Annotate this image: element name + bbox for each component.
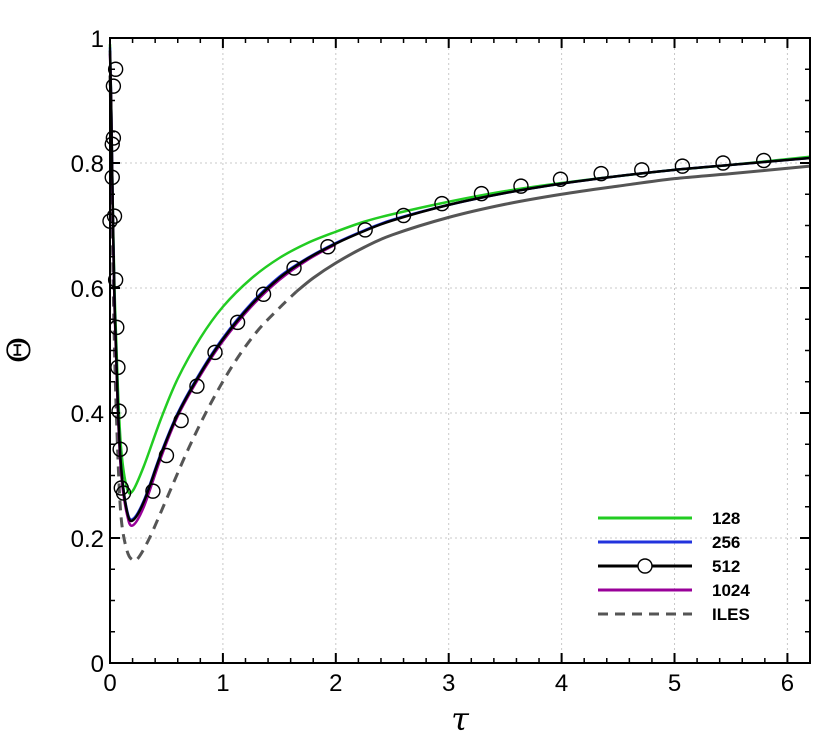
data-point [107,272,124,288]
data-point [357,222,373,238]
x-tick-label: 4 [555,670,568,697]
legend-label: 1024 [712,581,750,600]
legend-item-512: 512 [598,557,740,576]
data-point [104,136,120,152]
data-point [105,78,122,94]
data-point [158,447,175,464]
series-line [108,44,811,495]
series-128 [108,44,811,495]
y-tick-label: 0 [91,651,104,678]
data-point [756,152,772,169]
legend-item-128: 128 [598,509,740,528]
data-point [513,178,529,194]
data-point [107,61,124,77]
y-tick-label: 0.4 [71,401,104,428]
legend-label: ILES [712,605,750,624]
data-point [473,185,490,202]
data-point [715,155,731,171]
y-tick-label: 0.8 [71,151,104,178]
series-512 [102,50,811,523]
series-line [295,164,811,293]
data-point [115,485,132,501]
legend: 128 256 512 1024 ILES [598,509,750,624]
x-tick-label: 0 [103,670,116,697]
legend-item-256: 256 [598,533,740,552]
x-tick-label: 1 [216,670,229,697]
data-point [286,260,302,276]
data-point [434,195,450,212]
data-point [634,162,650,178]
y-tick-label: 0.6 [71,276,104,303]
x-tick-label: 3 [442,670,455,697]
data-point [207,344,223,361]
y-tick-label: 0.2 [71,526,104,553]
series-line [108,47,811,521]
series-layer [102,44,811,563]
data-point [173,412,189,429]
grid [110,38,810,663]
data-point [145,483,161,499]
x-tick-label: 5 [668,670,681,697]
data-point [255,286,272,302]
data-point [552,171,569,187]
x-tick-label: 2 [329,670,342,697]
data-point [593,165,609,182]
data-point [111,403,127,419]
legend-marker [637,558,653,574]
legend-label: 128 [712,509,740,528]
series-line [108,50,811,523]
data-point [189,378,205,394]
y-axis-title: Θ [0,337,38,363]
data-point [104,169,120,186]
data-point [112,441,128,457]
legend-item-ILES: ILES [598,605,750,624]
legend-label: 512 [712,557,740,576]
ticks [109,37,810,664]
series-line-dashed [108,75,298,563]
y-tick-label: 1 [91,26,104,53]
x-tick-label: 6 [781,670,794,697]
x-axis-title: τ [451,700,470,738]
data-point [229,314,246,331]
data-point [320,239,336,255]
legend-label: 256 [712,533,740,552]
data-point [674,158,691,174]
series-ILES [108,75,811,563]
data-point [395,207,412,224]
data-point [106,208,123,224]
legend-item-1024: 1024 [598,581,750,600]
tick-labels: 0 1 2 3 4 5 6 0 0.2 0.4 0.6 0.8 1 [71,26,794,697]
series-256 [108,47,811,521]
